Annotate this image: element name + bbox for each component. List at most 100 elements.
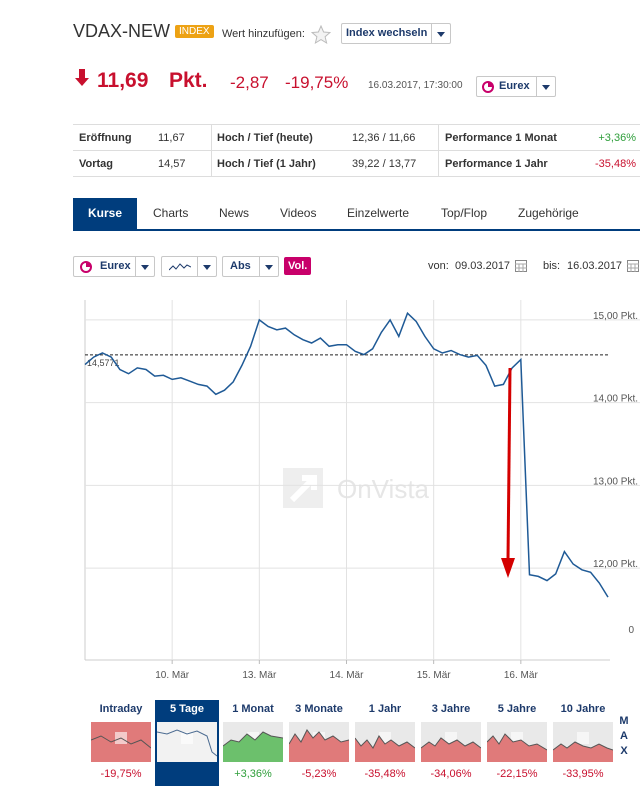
- x-tick-label: 15. Mär: [417, 670, 452, 681]
- period-label: 1 Jahr: [368, 703, 402, 715]
- thumb-area: [355, 736, 415, 762]
- y-tick-label: 13,00 Pkt.: [593, 476, 638, 487]
- thumb-area: [553, 742, 613, 762]
- stats-cell: 12,36 / 11,66: [352, 132, 416, 144]
- badge: INDEX: [175, 25, 214, 38]
- period-change: -34,06%: [430, 768, 472, 780]
- to-date[interactable]: 16.03.2017: [567, 260, 623, 272]
- stats-cell: +3,36%: [598, 132, 636, 144]
- from-date[interactable]: 09.03.2017: [455, 260, 511, 272]
- row-line: [73, 176, 640, 177]
- period-thumb: [421, 722, 481, 762]
- period-tile[interactable]: 1 Jahr -35,48%: [353, 700, 417, 786]
- title: VDAX-NEW: [73, 21, 171, 41]
- period-strip: Intraday -19,75% 5 Tage 1 Monat +3,36% 3 Mona…: [0, 700, 640, 790]
- period-thumb: [355, 722, 415, 762]
- stats-cell: Hoch / Tief (1 Jahr): [217, 158, 316, 170]
- y-tick-label: 14,00 Pkt.: [593, 394, 638, 405]
- calendar-icon[interactable]: [515, 260, 527, 272]
- period-thumb: [223, 722, 283, 762]
- period-thumb: [157, 722, 217, 762]
- switch-button[interactable]: Index wechseln: [341, 23, 451, 44]
- tabs: Kurse Charts News Videos Einzelwerte Top/Flop…: [73, 198, 640, 231]
- thumb-area: [421, 738, 481, 762]
- period-change: -22,15%: [496, 768, 538, 780]
- period-label: 5 Tage: [169, 703, 205, 715]
- price: 11,69: [97, 69, 149, 92]
- period-label: 1 Monat: [232, 703, 274, 715]
- x-tick-label: 13. Mär: [242, 670, 277, 681]
- thumb-line: [553, 741, 613, 751]
- period-change: -33,95%: [562, 768, 604, 780]
- period-change: -19,75%: [100, 768, 142, 780]
- stats-cell: -35,48%: [595, 158, 636, 170]
- chart-style[interactable]: [161, 256, 217, 277]
- down-arrow: [75, 69, 89, 86]
- exchange-label: Eurex: [499, 80, 530, 92]
- period-tile[interactable]: 3 Jahre -34,06%: [419, 700, 483, 786]
- chart-exchange-label: Eurex: [100, 260, 131, 272]
- thumb-area: [487, 734, 547, 762]
- thumb-line: [91, 735, 151, 749]
- to-label: bis:: [543, 260, 561, 272]
- stats-cell: Vortag: [79, 158, 114, 170]
- row-line: [73, 150, 640, 151]
- stats-cell: Hoch / Tief (heute): [217, 132, 313, 144]
- price-line: [84, 311, 609, 598]
- volume-toggle[interactable]: Vol.: [284, 257, 312, 275]
- mode-label: Abs: [230, 260, 251, 272]
- timestamp: 16.03.2017, 17:30:00: [368, 80, 463, 91]
- stats-cell: Performance 1 Monat: [445, 132, 557, 144]
- tab[interactable]: Videos: [280, 206, 317, 220]
- period-thumb: [553, 722, 613, 762]
- period-label: Intraday: [99, 703, 143, 715]
- stats-cell: 14,57: [158, 158, 186, 170]
- drop-arrowhead: [501, 558, 515, 578]
- col-line: [211, 125, 212, 177]
- period-label: 5 Jahre: [497, 703, 537, 715]
- period-tile[interactable]: 10 Jahre -33,95%: [551, 700, 615, 786]
- period-thumb: [289, 722, 349, 762]
- tab[interactable]: Zugehörige: [518, 206, 579, 220]
- period-tile[interactable]: 5 Jahre -22,15%: [485, 700, 549, 786]
- stats-cell: 39,22 / 13,77: [352, 158, 417, 170]
- change-pct: -19,75%: [285, 73, 349, 92]
- tab[interactable]: Charts: [153, 206, 189, 220]
- thumb-line: [223, 731, 283, 747]
- period-thumb: [487, 722, 547, 762]
- star[interactable]: [311, 25, 331, 45]
- stats-table: Eröffnung 11,67 Hoch / Tief (heute) 12,36 /…: [73, 124, 640, 178]
- period-tile[interactable]: 3 Monate -5,23%: [287, 700, 351, 786]
- reference-label: 14,5771: [87, 358, 120, 368]
- period-change: -35,48%: [364, 768, 406, 780]
- calendar-icon[interactable]: [627, 260, 639, 272]
- period-label: 3 Monate: [295, 703, 343, 715]
- period-label: 10 Jahre: [560, 703, 606, 715]
- period-tile[interactable]: Intraday -19,75%: [89, 700, 153, 786]
- period-tile[interactable]: 5 Tage: [155, 700, 219, 786]
- watermark-arrow: [289, 475, 317, 503]
- mode-button[interactable]: Abs: [222, 256, 279, 277]
- watermark: OnVista: [337, 474, 430, 504]
- stats-cell: 11,67: [158, 132, 185, 144]
- exchange-button[interactable]: Eurex: [476, 76, 556, 97]
- tab[interactable]: Einzelwerte: [347, 206, 410, 220]
- period-change: +3,36%: [234, 768, 272, 780]
- tab[interactable]: Top/Flop: [441, 206, 488, 220]
- col-line: [438, 125, 439, 177]
- thumb-line: [421, 737, 481, 749]
- drop-arrow: [506, 367, 512, 561]
- thumb-line: [157, 729, 217, 757]
- tab[interactable]: Kurse: [73, 198, 138, 229]
- tab[interactable]: News: [219, 206, 250, 220]
- thumb-logo: [577, 732, 589, 744]
- y-tick-label: 12,00 Pkt.: [593, 559, 638, 570]
- chart-exchange[interactable]: Eurex: [73, 256, 155, 277]
- max-button[interactable]: MAX: [619, 715, 629, 757]
- y-tick-label: 15,00 Pkt.: [593, 311, 638, 322]
- period-change: -5,23%: [301, 768, 337, 780]
- period-tile[interactable]: 1 Monat +3,36%: [221, 700, 285, 786]
- price-unit: Pkt.: [169, 69, 208, 92]
